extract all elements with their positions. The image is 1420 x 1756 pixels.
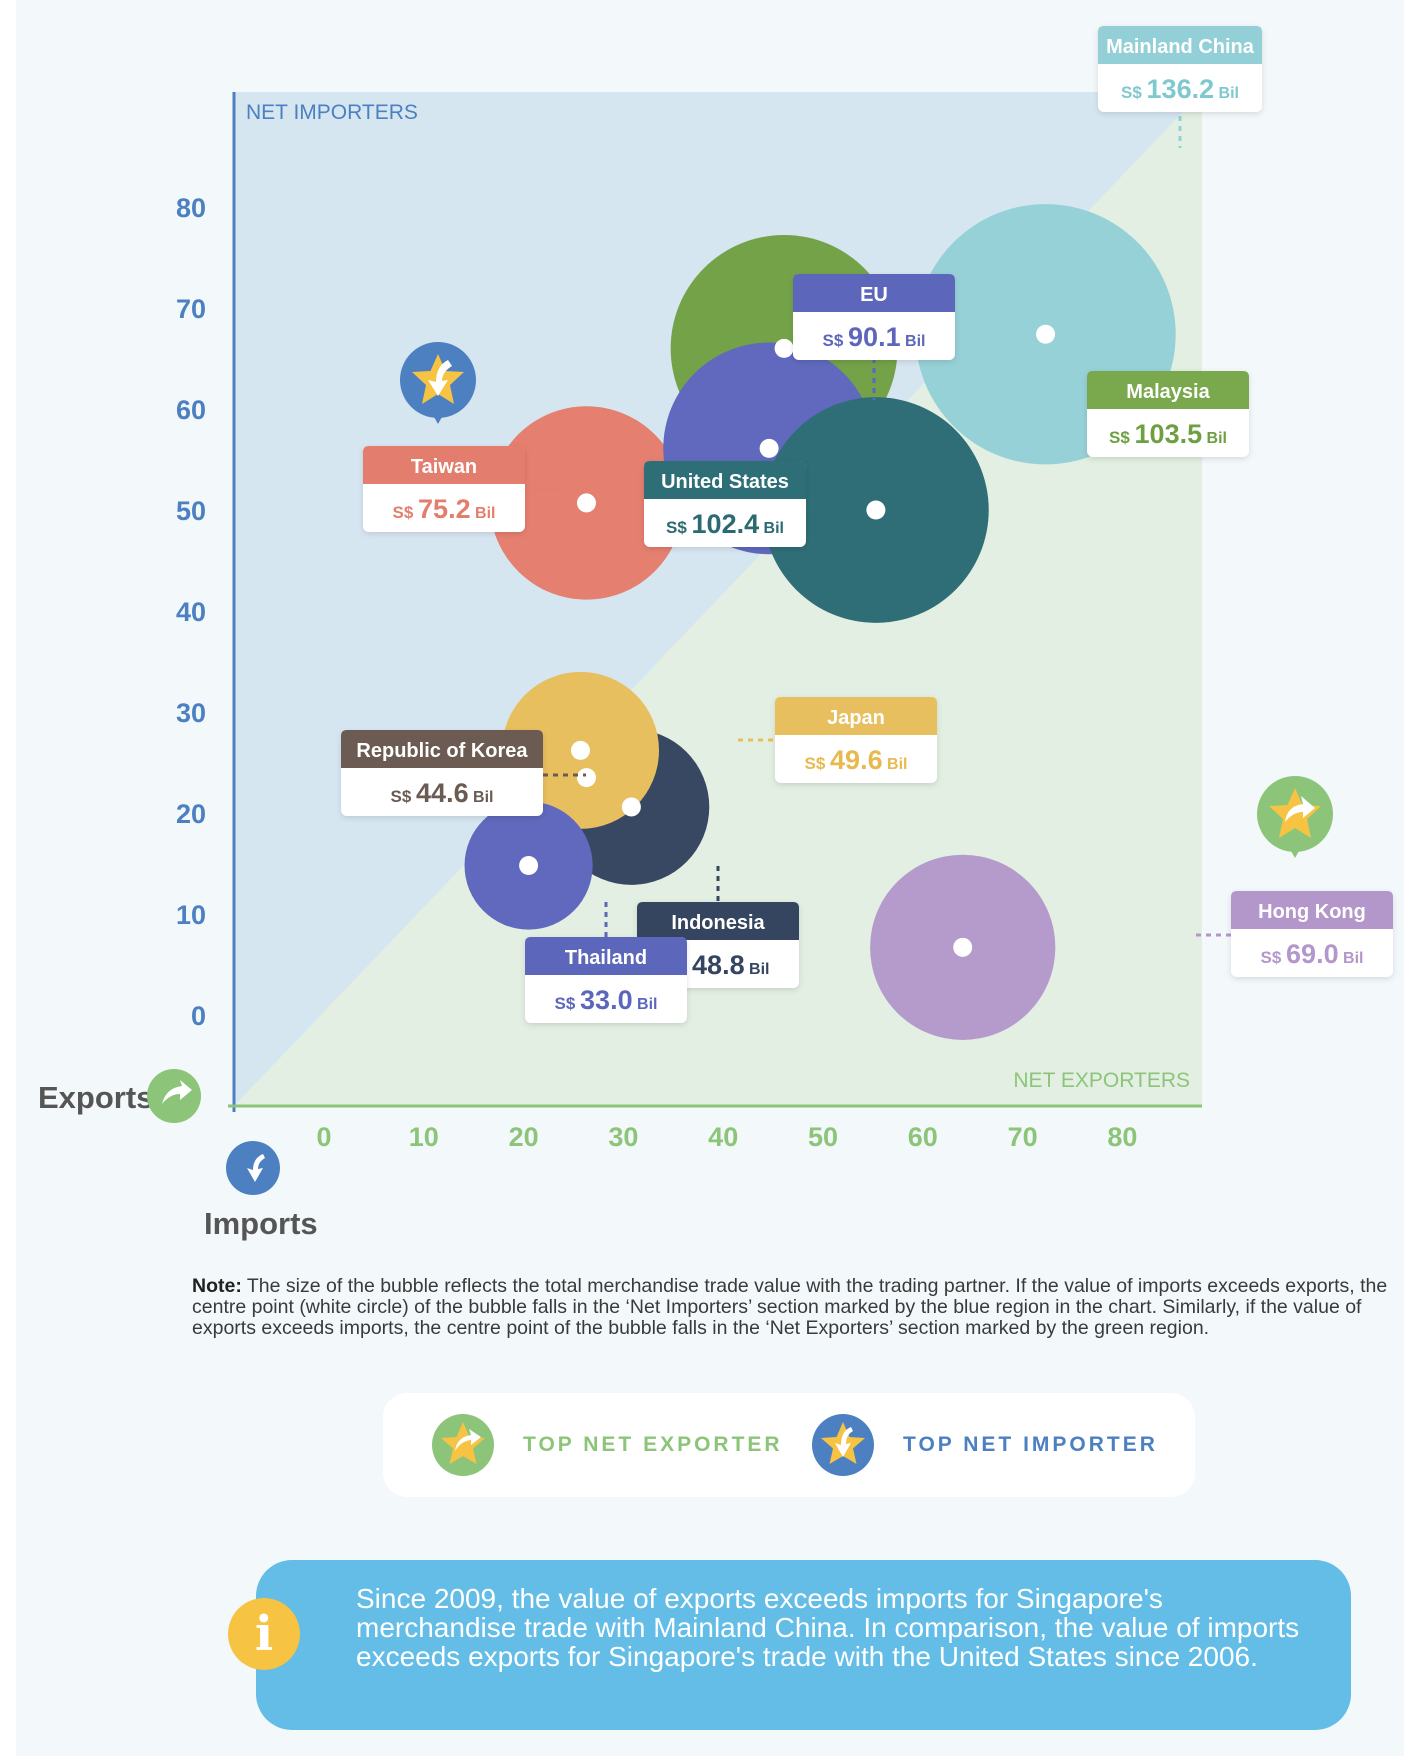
label-name: Thailand — [565, 947, 647, 969]
x-tick-label: 70 — [1008, 1122, 1038, 1152]
label-name: Japan — [827, 707, 885, 729]
label-value: S$ 102.4 Bil — [666, 509, 784, 539]
top-net-exporter-badge — [1257, 776, 1333, 858]
legend-top-net-exporter: TOP NET EXPORTER — [431, 1393, 783, 1497]
y-tick-label: 80 — [176, 193, 206, 223]
bubble-center-point — [953, 937, 973, 957]
label-taiwan: Taiwan S$ 75.2 Bil — [363, 446, 525, 532]
top-net-importer-badge — [400, 342, 476, 424]
x-tick-label: 40 — [708, 1122, 738, 1152]
legend: TOP NET EXPORTER TOP NET IMPORTER — [383, 1393, 1195, 1497]
label-republic-of-korea: Republic of Korea S$ 44.6 Bil — [341, 730, 543, 816]
x-tick-label: 50 — [808, 1122, 838, 1152]
y-tick-label: 0 — [191, 1001, 206, 1031]
info-icon: i — [228, 1598, 300, 1670]
info-text: Since 2009, the value of exports exceeds… — [356, 1583, 1300, 1672]
bubble-center-point — [576, 493, 596, 513]
legend-top-net-importer: TOP NET IMPORTER — [811, 1393, 1158, 1497]
net-importers-label: NET IMPORTERS — [246, 101, 418, 124]
label-name: Malaysia — [1126, 381, 1210, 403]
legend-importer-label: TOP NET IMPORTER — [903, 1433, 1158, 1456]
legend-exporter-label: TOP NET EXPORTER — [523, 1433, 783, 1456]
y-tick-label: 70 — [176, 294, 206, 324]
y-tick-label: 40 — [176, 597, 206, 627]
x-tick-label: 30 — [608, 1122, 638, 1152]
y-tick-label: 50 — [176, 496, 206, 526]
label-value: S$ 103.5 Bil — [1109, 419, 1227, 449]
x-axis-title: Exports — [38, 1080, 153, 1115]
label-name: Republic of Korea — [356, 740, 528, 762]
label-value: S$ 44.6 Bil — [391, 778, 494, 808]
label-value: S$ 75.2 Bil — [393, 494, 496, 524]
label-thailand: Thailand S$ 33.0 Bil — [525, 937, 687, 1023]
info-callout: Since 2009, the value of exports exceeds… — [256, 1560, 1351, 1730]
label-mainland-china: Mainland China S$ 136.2 Bil — [1098, 26, 1262, 112]
label-value: S$ 69.0 Bil — [1261, 939, 1364, 969]
label-hong-kong: Hong Kong S$ 69.0 Bil — [1231, 891, 1393, 977]
bubble-center-point — [1036, 324, 1056, 344]
label-name: Hong Kong — [1258, 901, 1366, 923]
label-japan: Japan S$ 49.6 Bil — [775, 697, 937, 783]
top-net-exporter-icon — [432, 1414, 494, 1476]
label-value: S$ 136.2 Bil — [1121, 74, 1239, 104]
label-malaysia: Malaysia S$ 103.5 Bil — [1087, 371, 1249, 457]
label-value: S$ 49.6 Bil — [805, 745, 908, 775]
label-united-states: United States S$ 102.4 Bil — [644, 461, 806, 547]
y-tick-label: 60 — [176, 395, 206, 425]
label-value: S$ 33.0 Bil — [555, 985, 658, 1015]
label-name: Indonesia — [671, 912, 765, 934]
label-eu: EU S$ 90.1 Bil — [793, 274, 955, 360]
top-net-importer-icon — [812, 1414, 874, 1476]
imports-icon — [226, 1141, 280, 1195]
bubble-center-point — [866, 500, 886, 520]
bubble-center-point — [576, 768, 596, 788]
label-name: Mainland China — [1106, 36, 1255, 58]
x-tick-label: 20 — [509, 1122, 539, 1152]
x-tick-label: 80 — [1107, 1122, 1137, 1152]
x-tick-label: 10 — [409, 1122, 439, 1152]
infographic-page: NET IMPORTERS NET EXPORTERS 0 10 20 30 40 50 60… — [16, 0, 1404, 1756]
x-tick-label: 60 — [908, 1122, 938, 1152]
bubble-center-point — [570, 740, 590, 760]
bubble-center-point — [621, 797, 641, 817]
y-tick-label: 10 — [176, 900, 206, 930]
y-axis-title: Imports — [204, 1206, 318, 1241]
net-exporters-label: NET EXPORTERS — [1013, 1069, 1190, 1092]
note-bold: Note: — [192, 1275, 242, 1297]
note-text: The size of the bubble reflects the tota… — [192, 1275, 1388, 1339]
chart-note: Note: The size of the bubble reflects th… — [192, 1276, 1402, 1339]
bubble-center-point — [759, 438, 779, 458]
x-tick-label: 0 — [316, 1122, 331, 1152]
y-tick-label: 30 — [176, 698, 206, 728]
label-name: Taiwan — [411, 456, 477, 478]
y-tick-label: 20 — [176, 799, 206, 829]
bubble-center-point — [774, 338, 794, 358]
bubble-chart: NET IMPORTERS NET EXPORTERS 0 10 20 30 40 50 60… — [38, 26, 1393, 1241]
exports-icon — [147, 1069, 201, 1123]
label-name: United States — [661, 471, 789, 493]
label-value: S$ 90.1 Bil — [823, 322, 926, 352]
bubble-center-point — [519, 856, 539, 876]
label-name: EU — [860, 284, 888, 306]
